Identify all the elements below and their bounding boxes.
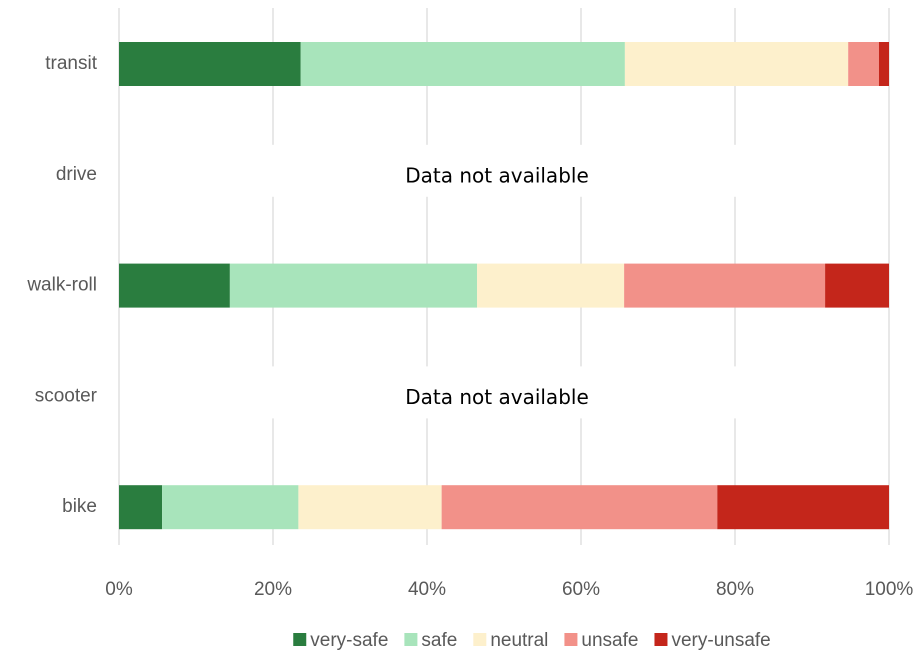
bar-segment <box>477 263 625 308</box>
legend-swatch <box>564 633 578 646</box>
bar-segment <box>229 263 478 308</box>
y-tick-label: drive <box>56 164 97 185</box>
annotation: Data not available <box>405 385 589 409</box>
bar-segment <box>624 42 849 86</box>
legend-swatch <box>654 633 668 646</box>
y-tick-label: transit <box>45 53 97 74</box>
bar-segment <box>119 263 230 308</box>
bar-segment <box>441 485 718 530</box>
legend-label: safe <box>421 630 457 651</box>
legend-label: neutral <box>490 630 548 651</box>
annotation-background <box>120 366 888 419</box>
annotation: Data not available <box>405 163 589 187</box>
legend-label: very-safe <box>310 630 388 651</box>
y-tick-label: walk-roll <box>26 275 97 296</box>
bar-segment <box>717 485 889 530</box>
y-tick-label: scooter <box>35 385 98 406</box>
legend-label: unsafe <box>581 630 638 651</box>
x-tick-label: 40% <box>408 579 446 600</box>
bar-segment <box>848 42 879 86</box>
bar-segment <box>119 42 301 86</box>
bar-segment <box>825 263 889 308</box>
x-tick-label: 100% <box>865 579 914 600</box>
legend-swatch <box>404 633 418 646</box>
bar-segment <box>162 485 299 530</box>
bar-segment <box>624 263 826 308</box>
bar-segment <box>119 485 163 530</box>
bar-segment <box>300 42 625 86</box>
bar-segment <box>298 485 442 530</box>
legend-swatch <box>293 633 307 646</box>
y-tick-label: bike <box>62 496 97 517</box>
legend-swatch <box>473 633 487 646</box>
x-tick-label: 20% <box>254 579 292 600</box>
legend-label: very-unsafe <box>671 630 770 651</box>
x-tick-label: 0% <box>105 579 133 600</box>
x-tick-label: 60% <box>562 579 600 600</box>
bar-segment <box>878 42 889 86</box>
x-tick-label: 80% <box>716 579 754 600</box>
annotation-background <box>120 144 888 197</box>
